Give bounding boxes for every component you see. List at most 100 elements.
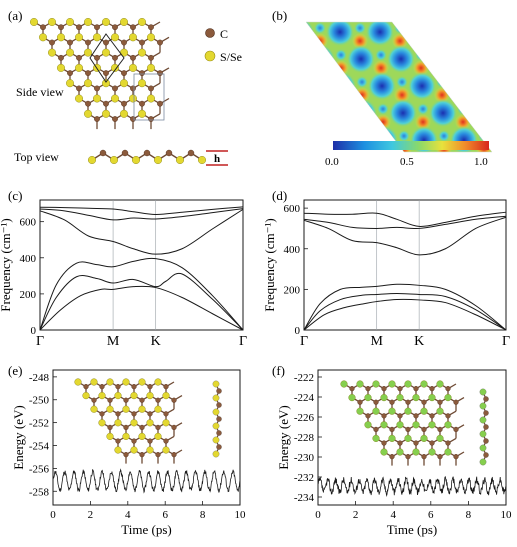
chalcogen-atom <box>147 33 155 42</box>
carbon-atom <box>445 413 451 419</box>
chalcogen-atom <box>48 48 56 57</box>
x-tick-label: Γ <box>502 334 510 349</box>
elf-red-region <box>493 60 509 76</box>
chalcogen-atom <box>93 33 101 42</box>
carbon-atom <box>437 399 443 405</box>
carbon-atom <box>121 149 129 157</box>
carbon-atom <box>453 426 459 433</box>
carbon-atom <box>148 116 154 122</box>
carbon-atom <box>139 39 145 46</box>
side-view-label: Side view <box>16 85 64 99</box>
chalcogen-atom <box>479 416 487 424</box>
legend-chalcogen-label: S/Se <box>220 50 242 64</box>
chalcogen-atom <box>138 109 146 118</box>
panel-e-label: (e) <box>8 363 22 378</box>
chalcogen-atom <box>82 392 90 400</box>
chalcogen-atom <box>388 434 396 442</box>
chalcogen-atom <box>420 434 428 442</box>
carbon-atom <box>123 452 129 458</box>
chalcogen-atom <box>129 33 137 42</box>
x-tick-label: 2 <box>88 509 94 521</box>
chalcogen-atom <box>146 419 154 427</box>
carbon-atom <box>421 454 427 460</box>
elf-blue-region <box>469 99 492 127</box>
y-tick-label: -232 <box>294 472 314 484</box>
carbon-atom <box>147 411 153 417</box>
x-tick-label: 8 <box>200 509 206 521</box>
carbon-atom <box>405 454 411 460</box>
chalcogen-atom <box>146 392 154 400</box>
elf-blue-region <box>446 22 474 46</box>
chalcogen-atom <box>162 446 170 454</box>
legend-carbon: C <box>205 27 228 41</box>
carbon-atom <box>349 386 355 392</box>
elf-blue-region <box>488 72 492 100</box>
carbon-atom <box>147 438 153 444</box>
x-tick-label: 4 <box>390 509 396 521</box>
elf-blue-region <box>408 72 436 100</box>
chalcogen-atom <box>412 394 420 402</box>
phonon-branch-2 <box>303 215 507 230</box>
carbon-atom <box>49 39 55 46</box>
chalcogen-atom <box>131 155 140 164</box>
carbon-atom <box>99 149 107 157</box>
panel-d-label: (d) <box>272 188 287 203</box>
x-tick-label: M <box>107 334 120 349</box>
carbon-atom <box>112 54 118 61</box>
chalcogen-atom <box>396 448 404 456</box>
chalcogen-atom <box>436 380 444 388</box>
phonon-branch-1 <box>303 211 507 227</box>
carbon-atom <box>155 452 161 458</box>
inset-side-chain-s <box>212 380 222 458</box>
elf-red-region <box>373 60 389 76</box>
chalcogen-atom <box>212 450 220 458</box>
carbon-atom <box>148 85 154 92</box>
chalcogen-atom <box>154 432 162 440</box>
chalcogen-atom <box>39 33 47 42</box>
chalcogen-atom <box>479 444 487 452</box>
chalcogen-atom <box>444 448 452 456</box>
x-axis-label: Time (ps) <box>121 522 171 537</box>
carbon-atom <box>373 399 379 405</box>
chalcogen-atom <box>162 419 170 427</box>
side-view-chain <box>87 149 206 164</box>
chalcogen-atom <box>87 155 96 164</box>
chalcogen-atom <box>420 407 428 415</box>
elf-blue-region <box>368 72 396 100</box>
chalcogen-atom <box>197 155 206 164</box>
carbon-atom <box>373 426 379 433</box>
chalcogen-atom <box>404 407 412 415</box>
carbon-atom <box>155 397 161 403</box>
phonon-branch-5 <box>39 272 244 331</box>
y-tick-label: -256 <box>29 463 50 475</box>
elf-red-region <box>495 114 511 130</box>
elf-blue-region <box>366 22 394 46</box>
x-tick-label: Γ <box>300 334 308 349</box>
chalcogen-atom <box>114 446 122 454</box>
elf-cyan-region <box>415 49 427 61</box>
chalcogen-atom <box>412 421 420 429</box>
chalcogen-atom <box>109 155 118 164</box>
energy-trace <box>52 468 241 494</box>
chalcogen-atom <box>396 421 404 429</box>
energy-trace <box>317 475 507 497</box>
carbon-atom <box>139 397 145 403</box>
carbon-atom <box>99 411 105 417</box>
carbon-atom <box>91 397 97 403</box>
y-tick-label: -222 <box>294 372 314 384</box>
chalcogen-atom <box>57 33 65 42</box>
carbon-atom <box>483 396 489 402</box>
chalcogen-atom <box>396 394 404 402</box>
carbon-atom <box>107 424 113 431</box>
carbon-atom <box>405 399 411 405</box>
carbon-atom <box>163 384 169 390</box>
x-tick-label: 6 <box>162 509 168 521</box>
chalcogen-atom <box>138 48 146 57</box>
supercell-box <box>133 73 165 121</box>
inset-lattice-s <box>74 378 183 464</box>
carbon-atom <box>147 384 153 390</box>
x-tick-label: 10 <box>501 509 513 521</box>
carbon-atom <box>429 413 435 419</box>
phonon-branch-4 <box>303 283 507 331</box>
